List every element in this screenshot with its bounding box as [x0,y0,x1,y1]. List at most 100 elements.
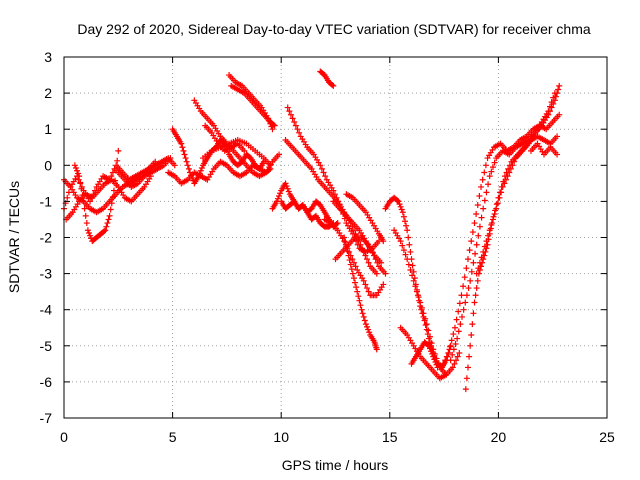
data-point [426,333,433,340]
data-point [440,360,447,367]
data-point [152,158,159,165]
data-point [481,243,488,250]
data-point [468,238,475,245]
series-t03 [63,173,154,223]
data-point [496,194,503,201]
data-point [179,144,186,151]
data-point [276,192,283,199]
data-point [461,274,468,281]
data-point [241,147,248,154]
data-point [455,308,462,315]
data-point [344,248,351,255]
data-point [425,342,432,349]
data-point [410,268,417,275]
data-point [474,202,481,209]
data-point [405,234,412,241]
data-point [476,223,483,230]
data-point [353,284,360,291]
data-point [476,192,483,199]
data-point [292,122,299,129]
data-point [363,256,370,263]
data-point [350,259,357,266]
data-point [463,292,470,299]
data-point [447,343,454,350]
series-t22 [343,191,387,245]
data-point [330,82,337,89]
data-point [400,213,407,220]
data-point [450,331,457,338]
data-point [378,259,385,266]
data-point [415,294,422,301]
x-tick-label: 15 [382,429,398,445]
data-point [475,232,482,239]
y-tick-label: 0 [44,157,52,173]
data-point [483,189,490,196]
data-point [284,185,291,192]
data-point [360,277,367,284]
data-point [365,259,372,266]
data-point [404,256,411,263]
data-point [499,183,506,190]
data-point [460,306,467,313]
data-point [109,193,116,200]
data-point [473,270,480,277]
data-point [424,341,431,348]
data-point [422,322,429,329]
data-point [269,126,276,133]
data-point [507,165,514,172]
data-point [453,357,460,364]
data-point [473,211,480,218]
data-point [195,173,202,180]
data-point [356,297,363,304]
data-point [457,321,464,328]
data-point [483,238,490,245]
data-point [322,173,329,180]
data-point [464,256,471,263]
data-point [399,242,406,249]
x-tick-label: 5 [169,429,177,445]
series-t17 [317,68,337,89]
data-point [465,285,472,292]
y-tick-label: 2 [44,85,52,101]
data-point [71,162,78,169]
data-point [468,331,475,338]
data-point [342,239,349,246]
series-t30 [473,90,558,277]
data-point [363,285,370,292]
series-t04 [71,147,122,245]
data-point [428,340,435,347]
data-point [462,299,469,306]
series-t20 [332,234,385,266]
data-point [467,342,474,349]
data-point [380,238,387,245]
data-point [474,277,481,284]
data-point [354,288,361,295]
y-tick-label: -2 [40,230,53,246]
data-point [276,151,283,158]
data-point [112,177,119,184]
data-point [64,194,71,201]
ticks-layer: 0 5 10 15 20 25 -7 -6 -5 -4 -3 -2 -1 0 1 2 3 [40,49,615,445]
data-point [509,162,516,169]
data-point [399,209,406,216]
data-point [554,133,561,140]
data-point [407,266,414,273]
y-tick-label: -3 [40,266,53,282]
data-point [432,359,439,366]
data-point [403,222,410,229]
data-point [362,321,369,328]
data-point [555,86,562,93]
data-point [478,214,485,221]
data-point [363,323,370,330]
data-point [104,220,111,227]
data-point [546,103,553,110]
data-point [467,277,474,284]
data-point [481,197,488,204]
data-point [294,126,301,133]
data-point [180,147,187,154]
data-point [365,326,372,333]
data-point [347,261,354,268]
data-point [352,279,359,286]
data-point [554,151,561,158]
data-point [366,329,373,336]
